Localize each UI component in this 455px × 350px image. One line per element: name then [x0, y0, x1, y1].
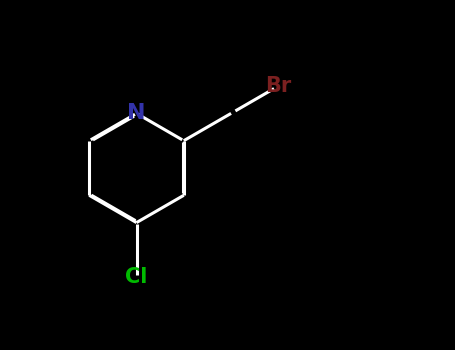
Text: Cl: Cl	[125, 267, 148, 287]
Text: N: N	[127, 103, 146, 124]
Text: Br: Br	[265, 76, 292, 96]
